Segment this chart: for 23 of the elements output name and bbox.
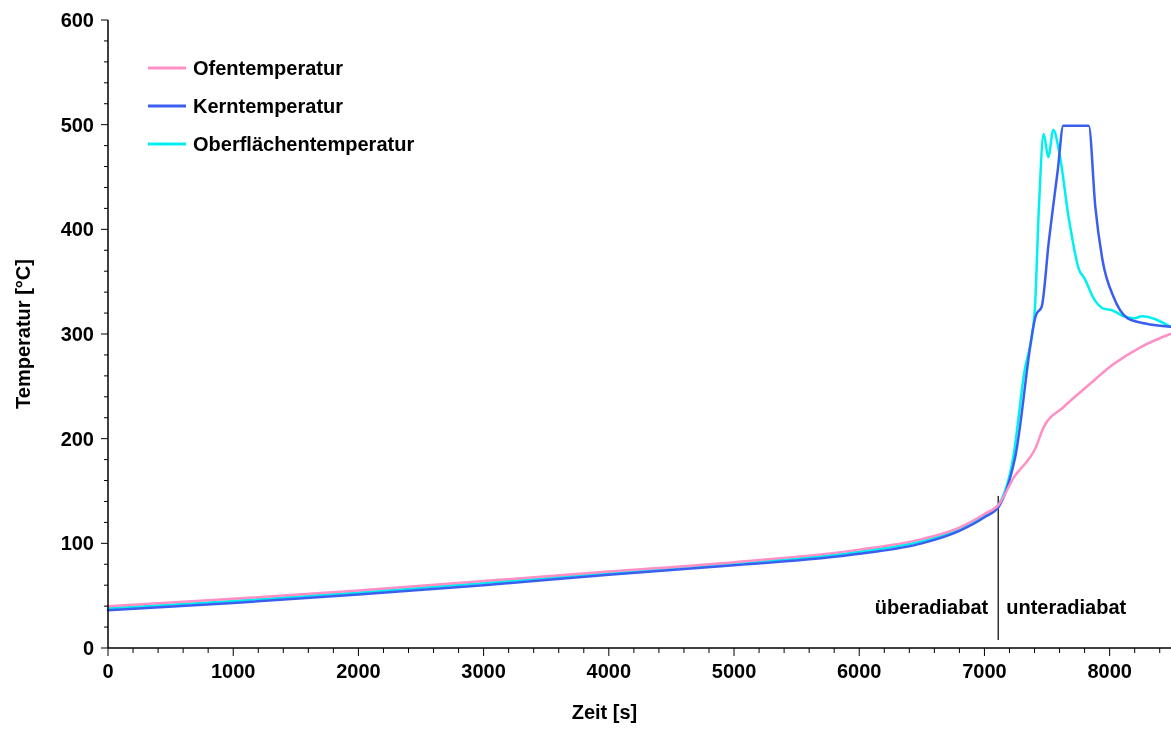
annotation: unteradiabat xyxy=(1006,596,1127,618)
x-tick-label: 3000 xyxy=(461,660,506,682)
x-axis-title: Zeit [s] xyxy=(571,701,638,723)
x-tick-label: 5000 xyxy=(711,660,757,682)
x-tick-label: 6000 xyxy=(836,660,882,682)
y-tick-label: 300 xyxy=(60,323,94,345)
x-tick-label: 1000 xyxy=(210,660,256,682)
y-tick-label: 500 xyxy=(60,113,94,136)
x-tick-label: 8000 xyxy=(1087,660,1132,682)
x-tick-label: 0 xyxy=(102,660,114,682)
y-tick-label: 200 xyxy=(60,427,94,450)
x-tick-label: 4000 xyxy=(586,660,632,682)
y-tick-label: 100 xyxy=(60,532,94,555)
legend-label: Ofentemperatur xyxy=(193,57,344,79)
x-tick-label: 7000 xyxy=(962,660,1007,682)
legend-label: Kerntemperatur xyxy=(193,95,344,117)
y-axis-title: Temperatur [°C] xyxy=(12,259,34,409)
annotation: überadiabat xyxy=(874,596,989,618)
y-tick-label: 0 xyxy=(82,637,94,659)
x-tick-label: 2000 xyxy=(336,660,381,682)
y-tick-label: 400 xyxy=(60,218,94,241)
legend-label: Oberflächentemperatur xyxy=(193,133,415,155)
y-tick-label: 600 xyxy=(60,9,94,31)
